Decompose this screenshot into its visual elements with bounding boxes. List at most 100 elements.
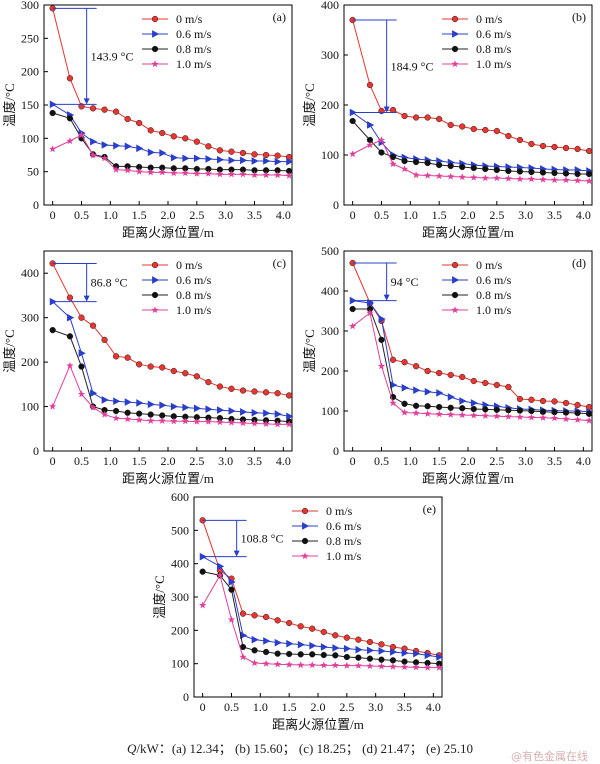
data-point bbox=[262, 171, 270, 179]
x-tick-label: 1.5 bbox=[132, 208, 147, 222]
data-point bbox=[378, 336, 385, 343]
data-point bbox=[228, 407, 236, 415]
data-point bbox=[331, 661, 339, 669]
x-axis-title: 距离火源位置/m bbox=[272, 717, 364, 732]
data-point bbox=[136, 410, 143, 417]
data-point bbox=[112, 407, 120, 415]
data-point bbox=[378, 107, 385, 115]
data-point bbox=[136, 144, 144, 153]
data-point bbox=[459, 163, 466, 171]
data-point bbox=[66, 137, 74, 145]
data-point bbox=[389, 399, 397, 407]
data-point bbox=[297, 640, 305, 649]
data-point bbox=[343, 644, 352, 653]
annotation-arrowhead bbox=[83, 98, 90, 105]
y-tick-label: 100 bbox=[171, 657, 189, 671]
data-point bbox=[367, 646, 375, 655]
data-point bbox=[262, 420, 270, 427]
series-line bbox=[352, 308, 590, 415]
legend-marker bbox=[151, 45, 159, 53]
data-point bbox=[423, 663, 432, 671]
data-point bbox=[412, 402, 420, 409]
data-point bbox=[67, 313, 75, 322]
data-point bbox=[378, 641, 385, 648]
data-point bbox=[493, 127, 500, 135]
caption-item-a: (a) 12.34； bbox=[171, 741, 232, 756]
y-tick-label: 0 bbox=[333, 198, 339, 212]
data-point bbox=[562, 415, 570, 423]
data-point bbox=[309, 641, 317, 650]
data-point bbox=[470, 405, 477, 413]
x-tick-label: 0 bbox=[350, 208, 356, 222]
data-point bbox=[481, 412, 489, 419]
data-point bbox=[562, 170, 570, 177]
figure-caption: Q/kW：(a) 12.34； (b) 15.60； (c) 18.25； (d… bbox=[0, 738, 600, 757]
data-point bbox=[170, 133, 177, 140]
annotation-arrowhead bbox=[383, 106, 390, 113]
y-tick-label: 100 bbox=[321, 148, 339, 162]
data-point bbox=[285, 171, 293, 179]
data-point bbox=[412, 114, 420, 121]
data-point bbox=[205, 405, 213, 414]
data-point bbox=[124, 415, 132, 423]
data-point bbox=[286, 650, 293, 658]
data-point bbox=[66, 115, 74, 122]
data-point bbox=[470, 125, 477, 133]
chart-panel-e: 0 0.5 1.0 1.5 2.0 2.5 3.0 3.5 4.0 0 100 200 300 400 50… bbox=[152, 490, 444, 732]
data-point bbox=[159, 129, 166, 137]
data-point bbox=[528, 407, 535, 415]
x-tick-label: 4.0 bbox=[426, 700, 441, 714]
x-tick-label: 1.5 bbox=[432, 454, 447, 468]
chart-panel-c: 0 0.5 1.0 1.5 2.0 2.5 3.0 3.5 4.0 0 100 200 300 400 距离… bbox=[2, 250, 294, 486]
data-point bbox=[297, 651, 304, 658]
data-point bbox=[89, 105, 97, 112]
data-point bbox=[112, 353, 120, 360]
x-tick-label: 3.0 bbox=[218, 208, 233, 222]
data-point bbox=[378, 656, 385, 663]
data-point bbox=[216, 571, 224, 579]
data-point bbox=[470, 377, 477, 385]
data-point bbox=[505, 167, 512, 175]
data-point bbox=[193, 138, 200, 145]
data-point bbox=[263, 637, 271, 645]
x-tick-label: 2.0 bbox=[461, 454, 476, 468]
data-point bbox=[147, 127, 154, 134]
data-point bbox=[332, 644, 340, 652]
x-tick-label: 1.0 bbox=[253, 700, 268, 714]
data-point bbox=[251, 612, 258, 619]
data-point bbox=[470, 164, 477, 172]
data-point bbox=[147, 411, 154, 418]
x-tick-label: 2.5 bbox=[339, 700, 354, 714]
data-point bbox=[413, 386, 421, 394]
y-tick-label: 100 bbox=[21, 131, 39, 145]
data-point bbox=[217, 562, 225, 571]
data-point bbox=[274, 650, 281, 657]
data-point bbox=[89, 403, 97, 411]
data-point bbox=[135, 416, 143, 423]
data-point bbox=[274, 638, 282, 647]
series-line bbox=[352, 262, 590, 408]
data-point bbox=[412, 171, 420, 179]
data-point bbox=[170, 402, 179, 411]
data-point bbox=[424, 114, 431, 121]
legend-marker bbox=[151, 15, 159, 23]
data-point bbox=[239, 387, 247, 394]
data-point bbox=[273, 171, 282, 179]
caption-item-e: (e) 25.10 bbox=[426, 741, 473, 756]
x-tick-label: 2.0 bbox=[461, 208, 476, 222]
data-point bbox=[424, 367, 431, 375]
data-point bbox=[377, 662, 386, 670]
data-point bbox=[216, 383, 224, 390]
legend-marker bbox=[301, 537, 309, 545]
y-tick-label: 600 bbox=[171, 490, 189, 504]
data-point bbox=[528, 396, 535, 403]
data-point bbox=[228, 578, 236, 586]
data-point bbox=[228, 586, 235, 593]
y-tick-label: 300 bbox=[321, 48, 339, 62]
legend-marker bbox=[151, 291, 159, 299]
data-point bbox=[436, 161, 443, 169]
data-point bbox=[516, 413, 524, 421]
data-point bbox=[193, 373, 200, 380]
data-point bbox=[377, 136, 386, 144]
data-point bbox=[101, 396, 109, 404]
